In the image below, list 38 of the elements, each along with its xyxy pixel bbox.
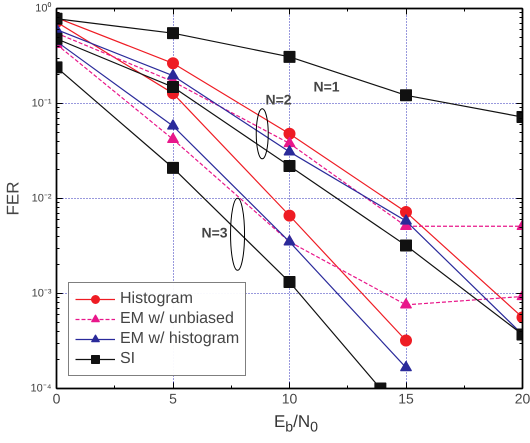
- point: [400, 206, 412, 218]
- x-tick-label: 20: [514, 390, 530, 406]
- x-axis-title: E$_{b}$/N$_{0}$: [274, 411, 318, 438]
- point: [167, 27, 179, 40]
- x-tick-label: 10: [282, 390, 298, 406]
- y-tick-label: 10⁻³: [32, 288, 52, 300]
- annotation: N=1: [313, 78, 340, 94]
- point: [400, 240, 412, 252]
- point: [284, 50, 296, 63]
- y-tick-label: 10⁰: [35, 2, 52, 14]
- point: [284, 276, 296, 288]
- point: [400, 214, 412, 225]
- y-tick-label: 10⁻¹: [32, 98, 52, 110]
- legend-label: EM w/ unbiased: [120, 310, 234, 328]
- x-tick-label: 5: [169, 390, 178, 406]
- point: [284, 160, 296, 172]
- legend-label: Histogram: [120, 290, 193, 308]
- point: [167, 119, 179, 130]
- legend-label: EM w/ histogram: [120, 330, 240, 348]
- point: [400, 334, 412, 346]
- point: [167, 68, 179, 80]
- point: [284, 144, 296, 156]
- y-axis-title: FER: [4, 182, 23, 216]
- legend-label: SI: [120, 350, 136, 368]
- point: [400, 360, 412, 372]
- point: [400, 89, 412, 102]
- point: [284, 136, 296, 148]
- point: [284, 210, 296, 222]
- annotation: N=2: [265, 92, 292, 108]
- y-tick-label: 10⁻²: [32, 192, 52, 204]
- x-tick-label: 0: [52, 390, 61, 406]
- annotation: N=3: [201, 224, 228, 240]
- point: [167, 57, 179, 70]
- point: [167, 81, 179, 94]
- y-tick-label: 10⁻⁴: [30, 382, 52, 394]
- point: [284, 128, 296, 140]
- point: [167, 162, 179, 174]
- x-tick-label: 15: [398, 390, 414, 406]
